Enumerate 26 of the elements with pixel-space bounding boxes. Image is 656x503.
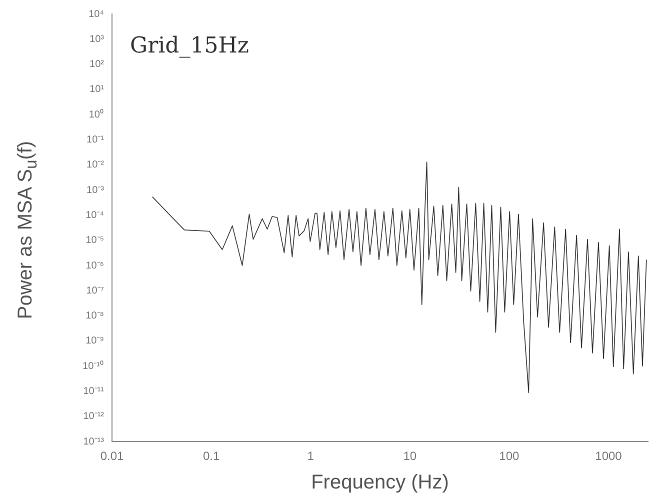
- x-tick-label: 0.01: [100, 449, 124, 464]
- y-tick-label: 10⁰: [88, 108, 104, 120]
- y-tick-label: 10⁻⁹: [86, 336, 104, 347]
- y-tick-label: 10⁴: [88, 8, 104, 20]
- x-tick-label: 1000: [595, 449, 622, 464]
- x-tick-label: 0.1: [202, 449, 220, 464]
- y-tick-label: 10⁻¹: [86, 134, 105, 146]
- y-tick-label: 10⁻⁵: [86, 235, 104, 246]
- y-tick-label: 10⁻¹³: [83, 436, 105, 448]
- y-tick-label: 10⁻⁶: [86, 260, 104, 272]
- y-tick-label: 10⁻⁸: [86, 310, 104, 322]
- x-tick-label: 100: [499, 449, 520, 464]
- x-tick-label: 1: [307, 449, 314, 464]
- y-tick-label: 10¹: [90, 84, 105, 96]
- y-tick-label: 10⁻¹¹: [83, 386, 105, 398]
- annotation: Grid_15Hz: [130, 34, 249, 59]
- y-tick-label: 10⁻³: [86, 184, 105, 196]
- x-axis-title: Frequency (Hz): [311, 472, 449, 494]
- y-tick-label: 10²: [90, 59, 105, 70]
- y-tick-label: 10⁻²: [86, 160, 105, 171]
- x-tick-label: 10: [403, 449, 417, 464]
- y-tick-label: 10⁻¹⁰: [82, 360, 104, 372]
- y-tick-label: 10⁻⁷: [86, 285, 104, 296]
- y-tick-label: 10⁻⁴: [86, 210, 104, 221]
- y-tick-label: 10⁻¹²: [83, 411, 105, 422]
- y-tick-label: 10³: [90, 34, 105, 45]
